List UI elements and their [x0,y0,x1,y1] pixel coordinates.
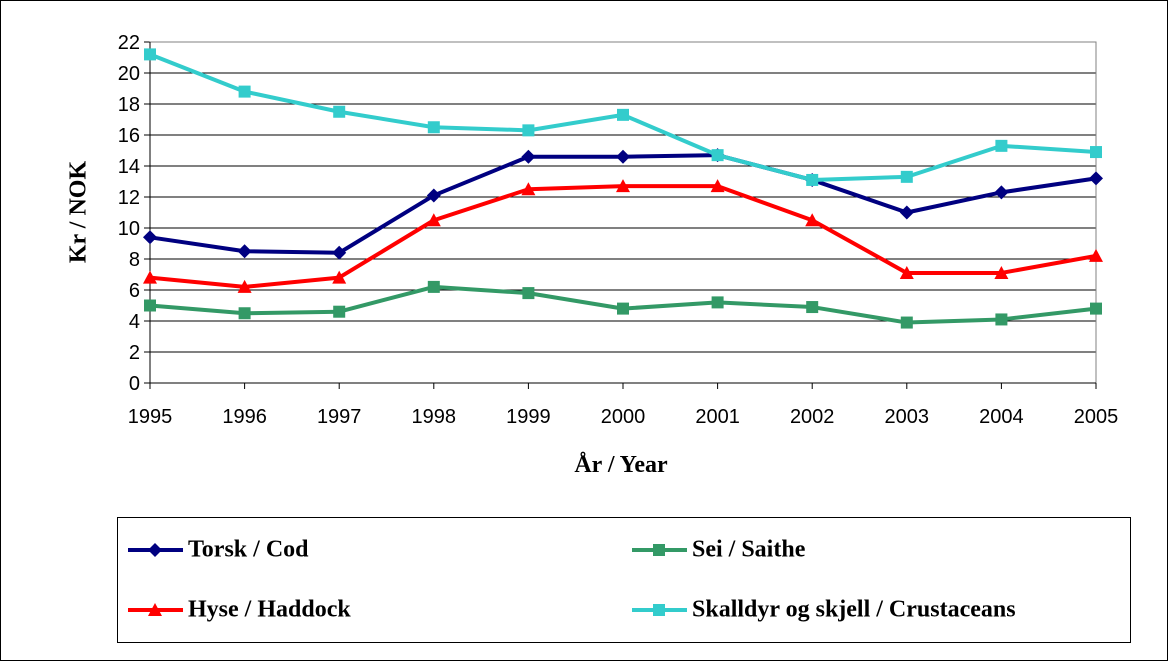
marker [333,305,346,318]
marker [899,205,914,220]
marker [616,149,630,164]
legend-marker [653,604,665,616]
marker [806,301,819,314]
x-tick-label: 1995 [128,406,173,428]
legend-label: Hyse / Haddock [188,597,351,623]
y-tick-label: 8 [129,249,140,271]
marker [995,139,1008,152]
marker [237,279,252,293]
y-tick-label: 4 [129,311,140,333]
marker [1090,146,1102,159]
marker [333,105,346,118]
marker [994,185,1009,200]
x-tick-label: 2005 [1074,406,1119,428]
marker [617,108,629,121]
marker [995,313,1008,326]
y-tick-label: 0 [129,373,140,395]
marker [711,149,724,162]
marker [238,85,251,98]
y-tick-label: 18 [118,94,140,116]
marker [806,173,819,186]
x-tick-label: 1997 [317,406,362,428]
x-axis-title: År / Year [574,452,668,478]
x-tick-label: 2003 [885,406,930,428]
marker [899,265,914,279]
marker [617,302,629,315]
marker [521,149,536,164]
x-tick-label: 2000 [601,406,646,428]
marker [805,213,820,227]
y-tick-label: 14 [118,156,140,178]
legend-box [117,517,1131,643]
marker [710,179,725,193]
marker [237,244,252,259]
y-tick-label: 6 [129,280,140,302]
marker [900,316,913,329]
marker [711,296,724,309]
x-tick-label: 2004 [979,406,1024,428]
marker [332,270,347,284]
x-tick-label: 2002 [790,406,835,428]
marker [427,121,440,134]
marker [238,307,251,320]
x-tick-label: 1996 [222,406,267,428]
marker [1090,302,1102,315]
legend-label: Torsk / Cod [188,537,309,563]
marker [994,265,1009,279]
y-tick-label: 12 [118,187,140,209]
marker [1089,248,1103,262]
y-tick-label: 10 [118,218,140,240]
marker [144,48,156,61]
marker [427,280,440,293]
y-tick-label: 22 [118,32,140,54]
marker [616,179,630,193]
marker [522,287,535,300]
marker [143,270,157,284]
y-tick-label: 20 [118,63,140,85]
marker [144,299,156,312]
x-tick-label: 2001 [695,406,740,428]
marker [332,245,347,260]
legend-marker [148,603,162,616]
legend-marker [653,544,665,556]
marker [521,182,536,196]
marker [426,188,441,203]
x-tick-label: 1998 [412,406,457,428]
marker [426,213,441,227]
legend-label: Skalldyr og skjell / Crustaceans [692,597,1016,623]
y-tick-label: 2 [129,342,140,364]
marker [1089,171,1103,186]
x-tick-label: 1999 [506,406,551,428]
y-tick-label: 16 [118,125,140,147]
y-axis-title: Kr / NOK [66,161,92,264]
marker [900,170,913,183]
marker [522,124,535,137]
legend-label: Sei / Saithe [692,537,806,563]
legend-marker [148,543,162,557]
marker [143,230,157,245]
